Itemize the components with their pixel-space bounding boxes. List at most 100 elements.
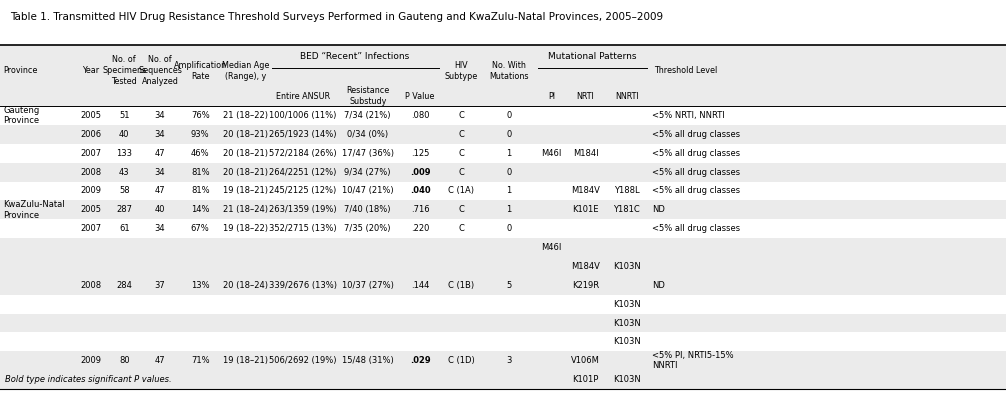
Bar xyxy=(0,351,1006,370)
Bar xyxy=(0,276,1006,295)
Text: 0: 0 xyxy=(506,168,512,176)
Text: 1: 1 xyxy=(506,206,512,214)
Text: No. With
Mutations: No. With Mutations xyxy=(489,61,529,81)
Text: 46%: 46% xyxy=(191,149,209,158)
Text: 20 (18–24): 20 (18–24) xyxy=(223,281,268,290)
Text: 10/47 (21%): 10/47 (21%) xyxy=(342,187,393,195)
Text: 3: 3 xyxy=(506,356,512,365)
Text: K103N: K103N xyxy=(613,319,641,327)
Text: 71%: 71% xyxy=(191,356,209,365)
Text: M46I: M46I xyxy=(541,243,561,252)
Bar xyxy=(0,370,1006,389)
Text: 5: 5 xyxy=(506,281,512,290)
Text: ND: ND xyxy=(652,206,665,214)
Text: <5% all drug classes: <5% all drug classes xyxy=(652,149,740,158)
Text: C: C xyxy=(459,149,464,158)
Text: Threshold Level: Threshold Level xyxy=(654,66,717,75)
Text: 58: 58 xyxy=(119,187,130,195)
Text: 13%: 13% xyxy=(191,281,209,290)
Text: 20 (18–21): 20 (18–21) xyxy=(223,130,268,139)
Bar xyxy=(0,45,1006,106)
Bar xyxy=(0,295,1006,314)
Bar xyxy=(0,219,1006,238)
Text: HIV
Subtype: HIV Subtype xyxy=(445,61,478,81)
Text: 572/2184 (26%): 572/2184 (26%) xyxy=(269,149,337,158)
Text: Gauteng
Province: Gauteng Province xyxy=(3,106,39,125)
Text: 47: 47 xyxy=(155,149,165,158)
Text: 100/1006 (11%): 100/1006 (11%) xyxy=(270,111,336,120)
Text: 133: 133 xyxy=(117,149,132,158)
Text: <5% all drug classes: <5% all drug classes xyxy=(652,168,740,176)
Text: 80: 80 xyxy=(119,356,130,365)
Text: 51: 51 xyxy=(119,111,130,120)
Text: No. of
Specimens
Tested: No. of Specimens Tested xyxy=(103,55,146,86)
Text: No. of
Sequences
Analyzed: No. of Sequences Analyzed xyxy=(138,55,182,86)
Bar xyxy=(0,314,1006,332)
Text: C (1D): C (1D) xyxy=(448,356,475,365)
Text: M46I: M46I xyxy=(541,149,561,158)
Bar xyxy=(0,182,1006,200)
Text: C: C xyxy=(459,111,464,120)
Text: C (1A): C (1A) xyxy=(449,187,474,195)
Text: 2006: 2006 xyxy=(80,130,101,139)
Bar xyxy=(0,106,1006,125)
Text: .080: .080 xyxy=(410,111,430,120)
Text: .716: .716 xyxy=(410,206,430,214)
Text: 2005: 2005 xyxy=(80,111,101,120)
Text: 43: 43 xyxy=(119,168,130,176)
Text: Median Age
(Range), y: Median Age (Range), y xyxy=(221,61,270,81)
Text: K103N: K103N xyxy=(613,338,641,346)
Text: 7/34 (21%): 7/34 (21%) xyxy=(344,111,391,120)
Text: Table 1. Transmitted HIV Drug Resistance Threshold Surveys Performed in Gauteng : Table 1. Transmitted HIV Drug Resistance… xyxy=(10,12,663,22)
Text: 264/2251 (12%): 264/2251 (12%) xyxy=(270,168,336,176)
Text: 10/37 (27%): 10/37 (27%) xyxy=(342,281,393,290)
Text: <5% PI, NRTI5-15%
NNRTI: <5% PI, NRTI5-15% NNRTI xyxy=(652,351,733,371)
Text: C (1B): C (1B) xyxy=(449,281,474,290)
Text: 67%: 67% xyxy=(191,224,209,233)
Bar xyxy=(0,163,1006,182)
Text: K103N: K103N xyxy=(613,262,641,271)
Text: <5% NRTI, NNRTI: <5% NRTI, NNRTI xyxy=(652,111,724,120)
Text: 2008: 2008 xyxy=(80,281,101,290)
Text: .220: .220 xyxy=(410,224,430,233)
Text: 20 (18–21): 20 (18–21) xyxy=(223,149,268,158)
Text: Province: Province xyxy=(3,66,37,75)
Text: 93%: 93% xyxy=(191,130,209,139)
Text: 1: 1 xyxy=(506,187,512,195)
Text: 2009: 2009 xyxy=(80,187,101,195)
Text: 17/47 (36%): 17/47 (36%) xyxy=(342,149,393,158)
Text: 2005: 2005 xyxy=(80,206,101,214)
Text: K219R: K219R xyxy=(572,281,599,290)
Text: K101P: K101P xyxy=(572,375,599,384)
Text: Y181C: Y181C xyxy=(614,206,640,214)
Text: 0: 0 xyxy=(506,111,512,120)
Text: 1: 1 xyxy=(506,149,512,158)
Text: 339/2676 (13%): 339/2676 (13%) xyxy=(269,281,337,290)
Text: 506/2692 (19%): 506/2692 (19%) xyxy=(269,356,337,365)
Text: 15/48 (31%): 15/48 (31%) xyxy=(342,356,393,365)
Text: K101E: K101E xyxy=(572,206,599,214)
Text: 19 (18–22): 19 (18–22) xyxy=(223,224,268,233)
Bar xyxy=(0,144,1006,163)
Bar xyxy=(0,332,1006,351)
Text: 34: 34 xyxy=(155,168,165,176)
Text: 0: 0 xyxy=(506,224,512,233)
Text: 7/40 (18%): 7/40 (18%) xyxy=(344,206,391,214)
Text: ND: ND xyxy=(652,281,665,290)
Text: 265/1923 (14%): 265/1923 (14%) xyxy=(269,130,337,139)
Text: .040: .040 xyxy=(409,187,431,195)
Text: 81%: 81% xyxy=(191,187,209,195)
Text: NNRTI: NNRTI xyxy=(615,92,639,101)
Text: Mutational Patterns: Mutational Patterns xyxy=(548,53,637,61)
Text: 76%: 76% xyxy=(191,111,209,120)
Text: 47: 47 xyxy=(155,356,165,365)
Text: 2008: 2008 xyxy=(80,168,101,176)
Bar xyxy=(0,200,1006,219)
Text: 81%: 81% xyxy=(191,168,209,176)
Text: C: C xyxy=(459,168,464,176)
Text: Amplification
Rate: Amplification Rate xyxy=(174,61,226,81)
Text: 9/34 (27%): 9/34 (27%) xyxy=(344,168,391,176)
Text: 284: 284 xyxy=(117,281,132,290)
Text: C: C xyxy=(459,206,464,214)
Text: Entire ANSUR: Entire ANSUR xyxy=(276,92,330,101)
